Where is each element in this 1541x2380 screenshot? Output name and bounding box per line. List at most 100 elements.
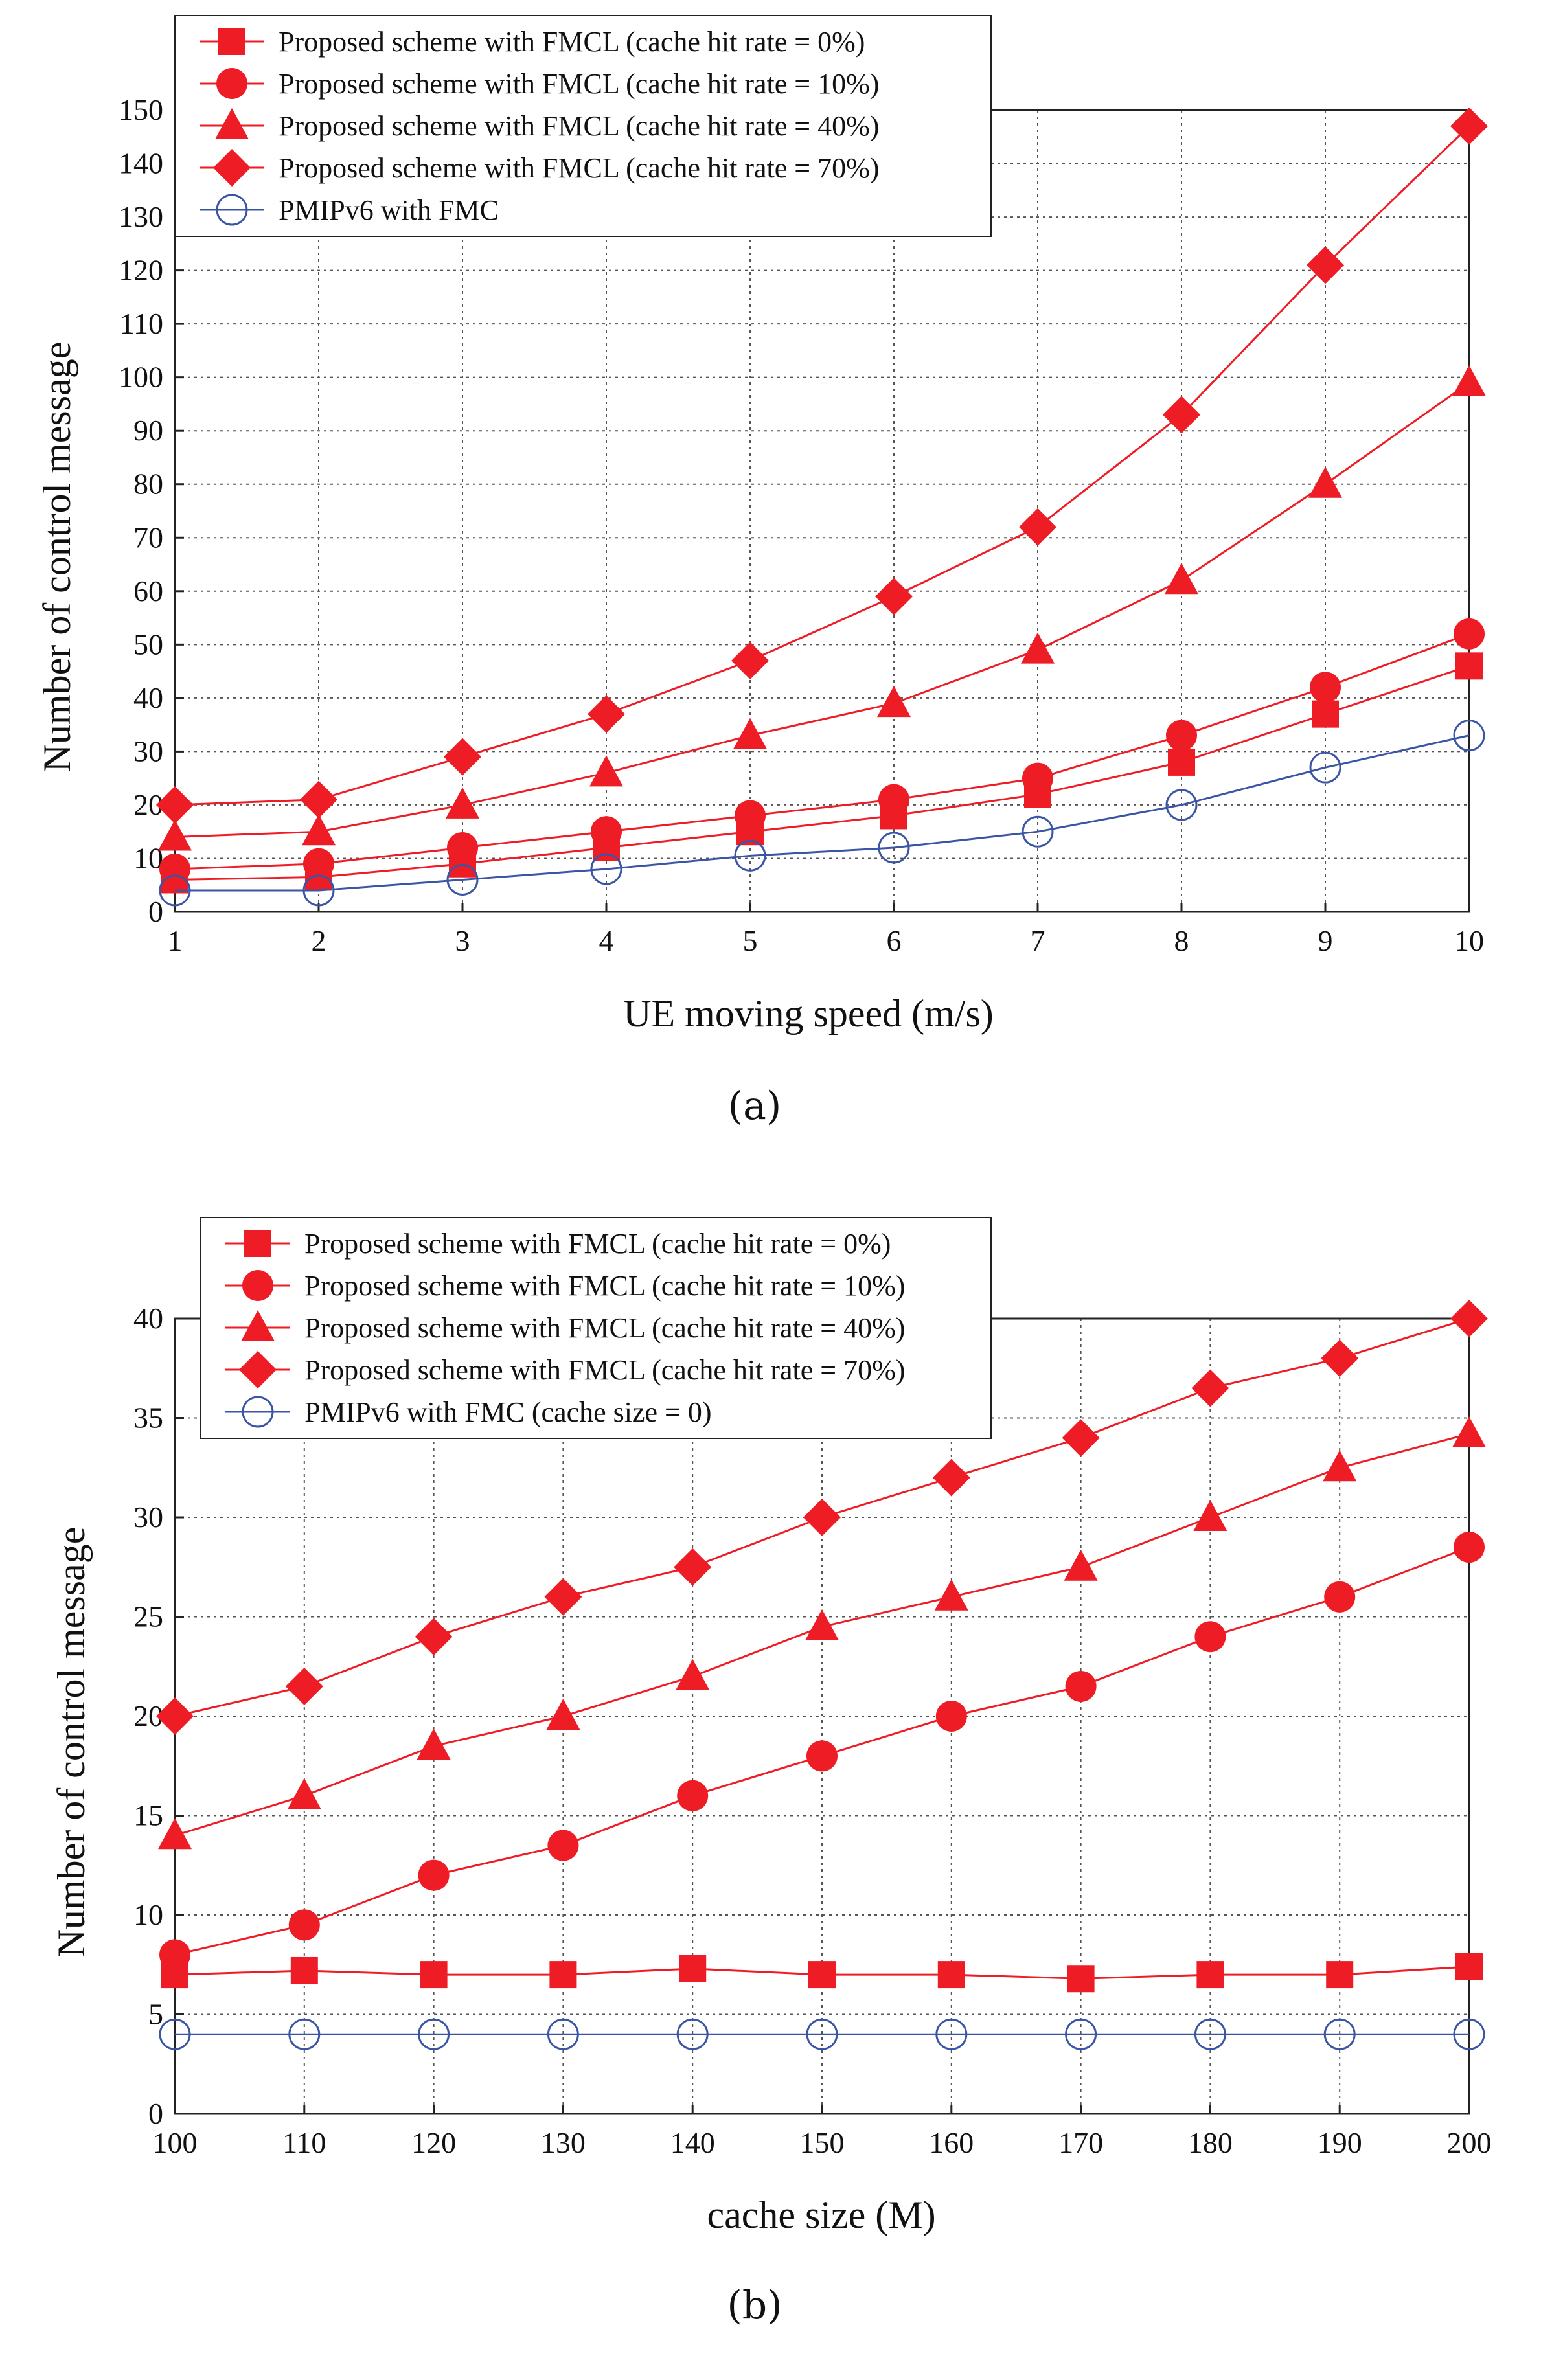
chart-a-x-tick-label: 1 bbox=[168, 924, 183, 957]
chart-b-series-0-point bbox=[1067, 1965, 1095, 1993]
chart-b-series-2-point bbox=[158, 1818, 192, 1850]
chart-b-x-tick-label: 140 bbox=[670, 2126, 715, 2159]
chart-a-series-3-point bbox=[300, 780, 337, 819]
chart-b-series-1-point bbox=[547, 1830, 579, 1861]
chart-a-y-tick-label: 40 bbox=[133, 681, 163, 714]
chart-a-series-4-point bbox=[302, 874, 335, 907]
chart-a-series-3-point bbox=[588, 695, 625, 733]
chart-a-series-2-point bbox=[446, 787, 479, 819]
chart-b-legend-label-2: Proposed scheme with FMCL (cache hit rat… bbox=[304, 1312, 905, 1344]
chart-b-y-tick-label: 25 bbox=[133, 1600, 163, 1633]
chart-a-series-3-point bbox=[1163, 396, 1200, 434]
chart-a-y-tick-label: 130 bbox=[119, 200, 163, 233]
chart-a-series-0-point bbox=[1168, 748, 1195, 776]
chart-b-series-0-point bbox=[549, 1961, 577, 1989]
chart-b-x-tick-label: 110 bbox=[282, 2126, 326, 2159]
chart-a-y-tick-label: 50 bbox=[133, 628, 163, 661]
chart-a-x-tick-label: 3 bbox=[455, 924, 470, 957]
chart-b-y-axis-label: Number of control message bbox=[50, 1527, 93, 1958]
chart-a-series-2-point bbox=[1308, 466, 1342, 498]
chart-a-x-tick-label: 10 bbox=[1454, 924, 1484, 957]
chart-a-series-1-point bbox=[303, 848, 334, 879]
chart-b-x-axis-label: cache size (M) bbox=[707, 2193, 935, 2236]
chart-b-series-0-point bbox=[937, 1961, 965, 1989]
chart-b-legend-label-1: Proposed scheme with FMCL (cache hit rat… bbox=[304, 1270, 905, 1302]
chart-b-series-3-point bbox=[156, 1697, 194, 1735]
chart-a-series-0-point bbox=[1312, 700, 1339, 728]
chart-a-x-tick-label: 8 bbox=[1174, 924, 1189, 957]
chart-b-x-tick-label: 170 bbox=[1058, 2126, 1103, 2159]
chart-a-legend-label-2: Proposed scheme with FMCL (cache hit rat… bbox=[279, 110, 879, 142]
chart-b-series-3-point bbox=[1450, 1300, 1488, 1337]
chart-a-series-4-point bbox=[878, 832, 910, 864]
chart-b-series-4-point bbox=[1453, 2018, 1485, 2050]
chart-b-series-0-point bbox=[290, 1956, 318, 1984]
chart-b-series-3-point bbox=[415, 1618, 453, 1656]
chart-a-x-tick-label: 5 bbox=[743, 924, 758, 957]
chart-b-series-4-point bbox=[935, 2018, 968, 2050]
chart-b-x-tick-label: 150 bbox=[800, 2126, 845, 2159]
chart-a-series-3-point bbox=[1450, 107, 1488, 145]
chart-b-x-tick-label: 200 bbox=[1447, 2126, 1492, 2159]
chart-a-legend-marker-1 bbox=[216, 68, 247, 99]
chart-a-series-2-point bbox=[589, 755, 623, 787]
chart-a-series-1-point bbox=[591, 816, 622, 848]
chart-a-series-4-point bbox=[1453, 720, 1485, 752]
chart-a-series-4-point bbox=[446, 863, 479, 896]
chart-b-legend-label-4: PMIPv6 with FMC (cache size = 0) bbox=[304, 1396, 712, 1428]
chart-a-y-axis-label: Number of control message bbox=[36, 342, 78, 773]
chart-b-legend-label-3: Proposed scheme with FMCL (cache hit rat… bbox=[304, 1354, 905, 1386]
chart-b-series-1-point bbox=[677, 1780, 709, 1811]
chart-b-series-4-point bbox=[806, 2018, 838, 2050]
chart-a-series-4-point bbox=[1022, 815, 1054, 848]
chart-b-series-2-point bbox=[417, 1728, 451, 1760]
chart-a-x-tick-label: 7 bbox=[1031, 924, 1045, 957]
chart-b-series-4-point bbox=[1194, 2018, 1226, 2050]
chart-b-x-tick-label: 180 bbox=[1188, 2126, 1233, 2159]
chart-a-series-3-point bbox=[1307, 246, 1344, 284]
chart-a-series-1-point bbox=[878, 784, 909, 815]
chart-a-series-1-point bbox=[735, 800, 766, 832]
chart-b-series-2-point bbox=[1064, 1549, 1098, 1581]
chart-b-y-tick-label: 40 bbox=[133, 1302, 163, 1335]
chart-b-series-2-point bbox=[676, 1659, 710, 1690]
chart-a-series-2-line bbox=[174, 381, 1470, 838]
chart-b-legend-box bbox=[200, 1217, 992, 1439]
chart-b-series-3-point bbox=[674, 1548, 712, 1586]
chart-a-y-tick-label: 90 bbox=[133, 414, 163, 447]
chart-a-series-4-point bbox=[590, 853, 622, 885]
chart-b-y-tick-label: 35 bbox=[133, 1401, 163, 1434]
chart-a-series-3-point bbox=[875, 578, 913, 616]
chart-a-series-4-point bbox=[1309, 751, 1341, 784]
chart-a-series-2-point bbox=[302, 814, 336, 846]
chart-a-series-1-point bbox=[1310, 672, 1341, 703]
chart-a-series-2-point bbox=[1452, 365, 1486, 396]
chart-b-plot-area: 100 110 120 130 140 150 160 170 180 190 200 0 5 10 15 2… bbox=[133, 1217, 1492, 2159]
chart-a-series-1-point bbox=[1022, 762, 1053, 794]
chart-a-series-3-point bbox=[731, 642, 769, 680]
chart-b-series-0-point bbox=[808, 1961, 836, 1989]
chart-a-series-2-point bbox=[1021, 632, 1055, 664]
chart-b-series-4-point bbox=[288, 2018, 321, 2050]
chart-b-series-1-point bbox=[159, 1939, 190, 1971]
chart-b-x-tick-label: 160 bbox=[929, 2126, 974, 2159]
chart-b-legend-label-0: Proposed scheme with FMCL (cache hit rat… bbox=[304, 1228, 891, 1260]
chart-b-series-1-point bbox=[1324, 1581, 1356, 1613]
chart-a: 1 2 3 4 5 6 7 8 9 1001020304050607080901001101201… bbox=[36, 15, 1488, 1129]
chart-b-x-tick-label: 100 bbox=[153, 2126, 198, 2159]
chart-b-series-1-point bbox=[935, 1701, 967, 1732]
chart-b-y-tick-label: 5 bbox=[148, 1998, 163, 2031]
chart-a-series-1-point bbox=[447, 832, 478, 863]
chart-a-y-tick-label: 100 bbox=[119, 361, 163, 394]
chart-b-series-3-point bbox=[1191, 1369, 1229, 1407]
chart-a-legend-marker-0 bbox=[218, 28, 245, 55]
chart-b-y-tick-label: 0 bbox=[148, 2097, 163, 2130]
chart-b: 100 110 120 130 140 150 160 170 180 190 200 0 5 10 15 2… bbox=[50, 1217, 1492, 2328]
chart-a-y-tick-label: 150 bbox=[119, 93, 163, 126]
chart-a-series-0-line bbox=[174, 664, 1470, 881]
chart-b-legend-marker-3 bbox=[239, 1351, 277, 1388]
chart-a-y-tick-label: 80 bbox=[133, 468, 163, 501]
chart-b-series-1-point bbox=[1194, 1621, 1226, 1653]
chart-b-series-0-point bbox=[1455, 1953, 1483, 1980]
chart-a-y-tick-label: 10 bbox=[133, 841, 163, 874]
